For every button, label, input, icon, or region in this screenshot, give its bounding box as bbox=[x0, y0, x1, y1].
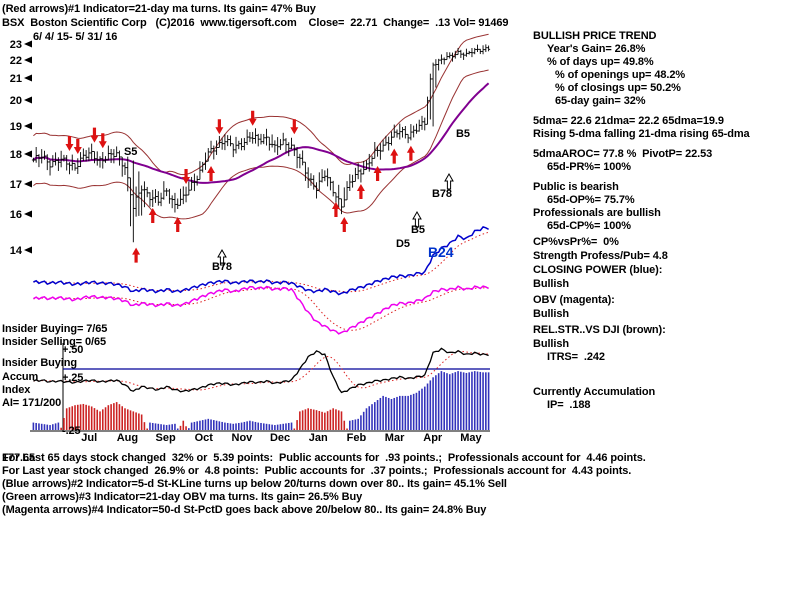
svg-text:20: 20 bbox=[10, 95, 22, 107]
month-axis-labels: Jul Aug Sep Oct Nov Dec Jan Feb Mar Apr May bbox=[81, 432, 482, 444]
stats-line-10: Public is bearish bbox=[533, 181, 619, 193]
rel-strength-line bbox=[33, 347, 489, 394]
side-label-3: Insider Buying bbox=[2, 357, 77, 369]
svg-text:Apr: Apr bbox=[423, 432, 443, 444]
side-label-8: -.25 bbox=[62, 425, 81, 437]
svg-text:17: 17 bbox=[10, 179, 22, 191]
stats-line-8: 5dmaAROC= 77.8 % PivotP= 22.53 bbox=[533, 148, 713, 160]
svg-text:Oct: Oct bbox=[195, 432, 214, 444]
svg-text:16: 16 bbox=[10, 209, 22, 221]
svg-text:Jul: Jul bbox=[81, 432, 97, 444]
stats-line-3: % of openings up= 48.2% bbox=[555, 69, 686, 81]
svg-text:23: 23 bbox=[10, 39, 22, 51]
svg-text:Mar: Mar bbox=[385, 432, 405, 444]
footer-line-1: For Last year stock changed 26.9% or 4.8… bbox=[2, 465, 632, 477]
svg-text:19: 19 bbox=[10, 121, 22, 133]
stats-line-18: OBV (magenta): bbox=[533, 294, 615, 306]
svg-text:18: 18 bbox=[10, 149, 22, 161]
side-label-1: Insider Selling= 0/65 bbox=[2, 336, 106, 348]
stats-line-0: BULLISH PRICE TREND bbox=[533, 30, 657, 42]
svg-text:Nov: Nov bbox=[232, 432, 254, 444]
side-label-5: +.25 bbox=[62, 372, 84, 384]
stats-line-24: IP= .188 bbox=[547, 399, 591, 411]
footer-line-2: (Blue arrows)#2 Indicator=5-d St-KLine t… bbox=[2, 478, 507, 490]
closing-power-line bbox=[33, 226, 489, 296]
candlesticks bbox=[31, 44, 491, 243]
chart-title-line: BSX Boston Scientific Corp (C)2016 www.t… bbox=[2, 17, 509, 29]
stats-line-5: 65-day gain= 32% bbox=[555, 95, 646, 107]
svg-text:Feb: Feb bbox=[347, 432, 367, 444]
stats-line-20: REL.STR..VS DJI (brown): bbox=[533, 324, 666, 336]
price-bands bbox=[33, 33, 489, 220]
stats-line-11: 65d-OP%= 75.7% bbox=[547, 194, 635, 206]
svg-text:14: 14 bbox=[10, 245, 23, 257]
obv-line bbox=[33, 285, 489, 335]
side-label-7: AI= 171/200 bbox=[2, 397, 62, 409]
price-axis-ticks: 23 22 21 20 19 18 17 16 14 bbox=[10, 39, 32, 257]
stats-line-19: Bullish bbox=[533, 308, 569, 320]
ma65-line bbox=[32, 82, 490, 184]
footer-overlay-value: 177.65 bbox=[2, 452, 36, 464]
red-arrows-indicator-line: (Red arrows)#1 Indicator=21-day ma turns… bbox=[2, 3, 316, 15]
side-label-2: +.50 bbox=[62, 344, 84, 356]
annotation-b5-3: B5 bbox=[411, 224, 425, 236]
side-label-0: Insider Buying= 7/65 bbox=[2, 323, 108, 335]
accumulation-histogram bbox=[32, 371, 490, 430]
footer-line-0: For Last 65 days stock changed 32% or 5.… bbox=[2, 452, 646, 464]
svg-text:Sep: Sep bbox=[155, 432, 175, 444]
stats-line-15: Strength Profess/Pub= 4.8 bbox=[533, 250, 668, 262]
stats-line-21: Bullish bbox=[533, 338, 569, 350]
annotation-d5-2: D5 bbox=[396, 238, 410, 250]
stats-line-4: % of closings up= 50.2% bbox=[555, 82, 681, 94]
annotation-b78-1: B78 bbox=[212, 261, 232, 273]
footer-line-3: (Green arrows)#3 Indicator=21-day OBV ma… bbox=[2, 491, 363, 503]
svg-text:21: 21 bbox=[10, 73, 22, 85]
annotation-b24-6: B24 bbox=[428, 244, 454, 260]
annotation-b5-5: B5 bbox=[456, 128, 470, 140]
stats-line-1: Year's Gain= 26.8% bbox=[547, 43, 646, 55]
side-label-4: Accum bbox=[2, 371, 39, 383]
stats-line-6: 5dma= 22.6 21dma= 22.2 65dma=19.9 bbox=[533, 115, 724, 127]
stats-line-13: 65d-CP%= 100% bbox=[547, 220, 631, 232]
svg-text:Aug: Aug bbox=[117, 432, 138, 444]
axis-frame-lines bbox=[30, 343, 490, 432]
stats-line-22: ITRS= .242 bbox=[547, 351, 605, 363]
svg-text:22: 22 bbox=[10, 55, 22, 67]
side-label-6: Index bbox=[2, 384, 31, 396]
stats-line-14: CP%vsPr%= 0% bbox=[533, 236, 619, 248]
stats-line-16: CLOSING POWER (blue): bbox=[533, 264, 663, 276]
date-range-label: 6/ 4/ 15- 5/ 31/ 16 bbox=[33, 31, 118, 43]
stats-line-17: Bullish bbox=[533, 278, 569, 290]
stats-line-9: 65d-PR%= 100% bbox=[547, 161, 631, 173]
stats-line-2: % of days up= 49.8% bbox=[547, 56, 654, 68]
stats-line-7: Rising 5-dma falling 21-dma rising 65-dm… bbox=[533, 128, 750, 140]
annotation-b78-4: B78 bbox=[432, 188, 452, 200]
stats-line-23: Currently Accumulation bbox=[533, 386, 656, 398]
stats-line-12: Professionals are bullish bbox=[533, 207, 661, 219]
annotation-s5-0: S5 bbox=[124, 146, 138, 158]
footer-line-4: (Magenta arrows)#4 Indicator=50-d St-Pct… bbox=[2, 504, 487, 516]
svg-text:Jan: Jan bbox=[309, 432, 328, 444]
signal-arrows bbox=[65, 110, 454, 266]
svg-text:Dec: Dec bbox=[270, 432, 290, 444]
svg-text:May: May bbox=[460, 432, 482, 444]
